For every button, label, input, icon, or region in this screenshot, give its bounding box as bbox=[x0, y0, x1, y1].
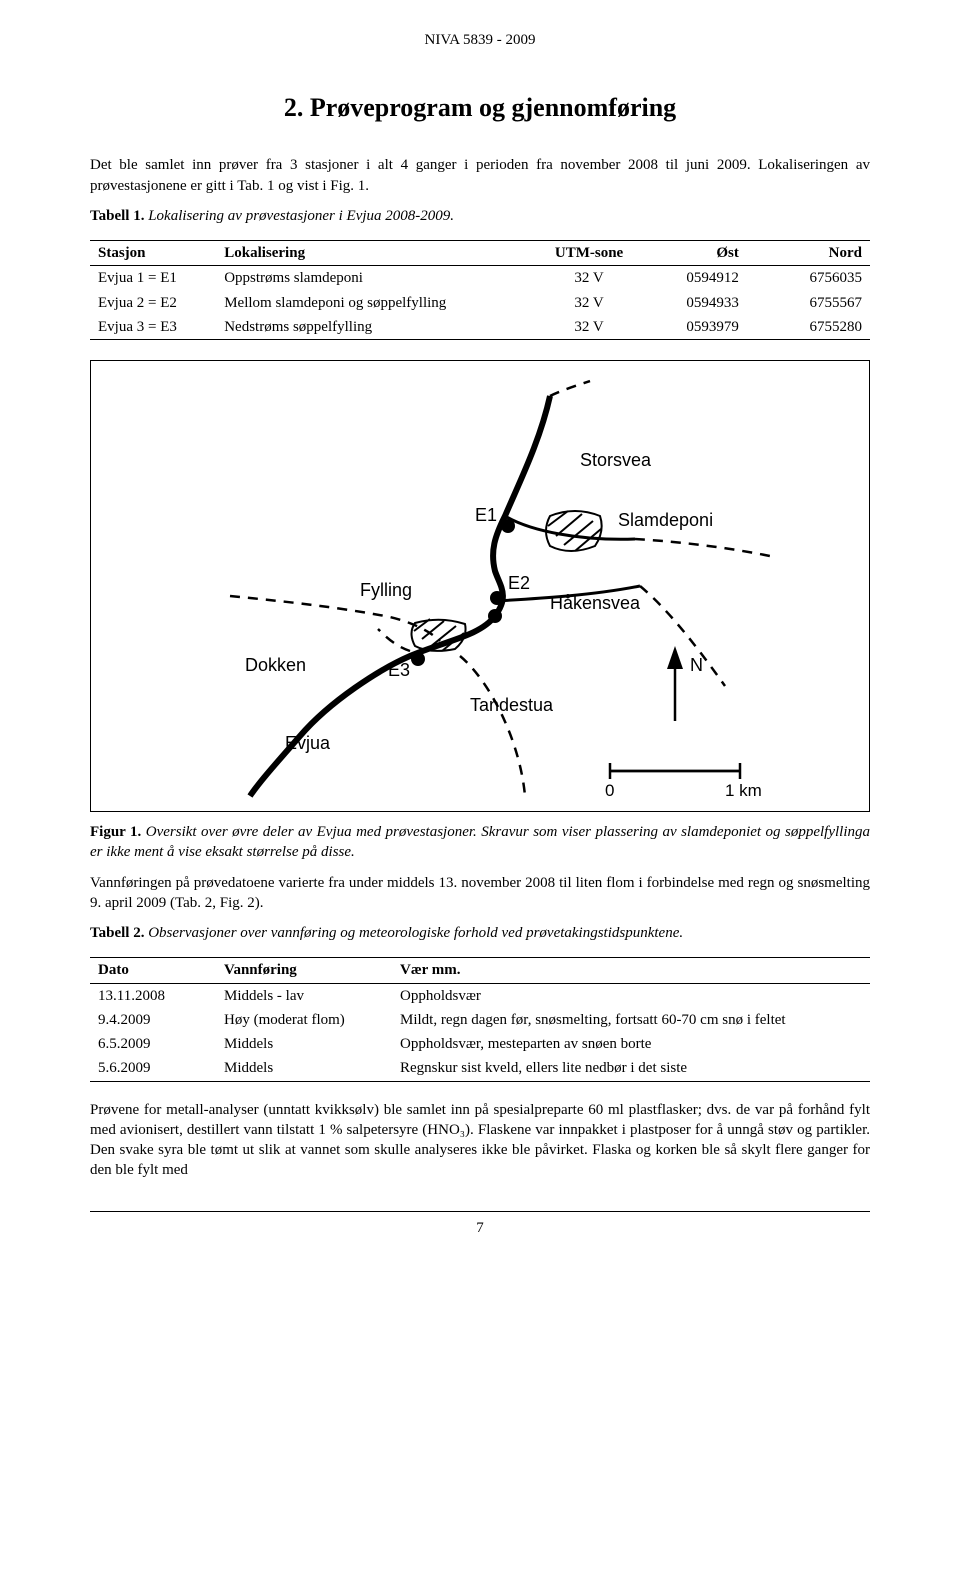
table-row: 5.6.2009 Middels Regnskur sist kveld, el… bbox=[90, 1056, 870, 1081]
table1-h4: Øst bbox=[645, 241, 779, 266]
table-row: Evjua 3 = E3 Nedstrøms søppelfylling 32 … bbox=[90, 315, 870, 340]
table1: Stasjon Lokalisering UTM-sone Øst Nord E… bbox=[90, 240, 870, 340]
map-label-e3: E3 bbox=[388, 660, 410, 680]
table2: Dato Vannføring Vær mm. 13.11.2008 Midde… bbox=[90, 957, 870, 1081]
map-label-fylling: Fylling bbox=[360, 580, 412, 600]
table1-h5: Nord bbox=[779, 241, 870, 266]
paragraph-3: Prøvene for metall-analyser (unntatt kvi… bbox=[90, 1100, 870, 1181]
figure1-caption: Figur 1. Oversikt over øvre deler av Evj… bbox=[90, 822, 870, 863]
map-label-north: N bbox=[690, 655, 703, 675]
page-number: 7 bbox=[90, 1218, 870, 1238]
map-scale-1: 1 km bbox=[725, 781, 762, 800]
table1-h1: Stasjon bbox=[90, 241, 216, 266]
map-label-hakensvea: Håkensvea bbox=[550, 593, 641, 613]
figure1-caption-text: Oversikt over øvre deler av Evjua med pr… bbox=[90, 824, 870, 860]
map-label-tandestua: Tandestua bbox=[470, 695, 554, 715]
paragraph-2: Vannføringen på prøvedatoene varierte fr… bbox=[90, 873, 870, 914]
map-scale-0: 0 bbox=[605, 781, 614, 800]
footer-rule bbox=[90, 1211, 870, 1212]
table2-ca-text: Observasjoner over vannføring og meteoro… bbox=[148, 925, 683, 941]
table-row: Evjua 2 = E2 Mellom slamdeponi og søppel… bbox=[90, 291, 870, 315]
table1-h3: UTM-sone bbox=[533, 241, 645, 266]
map-label-e1: E1 bbox=[475, 505, 497, 525]
page-container: NIVA 5839 - 2009 2. Prøveprogram og gjen… bbox=[0, 0, 960, 1278]
map-label-e2: E2 bbox=[508, 573, 530, 593]
table2-caption-lead: Tabell 2. bbox=[90, 925, 144, 941]
table1-h2: Lokalisering bbox=[216, 241, 533, 266]
table1-caption-lead: Tabell 1. bbox=[90, 208, 144, 224]
table2-caption: Tabell 2. Observasjoner over vannføring … bbox=[90, 923, 870, 943]
table1-caption-text: Lokalisering av prøvestasjoner i Evjua 2… bbox=[148, 208, 454, 224]
figure1-map: Storsvea E1 Slamdeponi Fylling E2 Håkens… bbox=[130, 371, 830, 801]
figure1-caption-lead: Figur 1. bbox=[90, 824, 141, 840]
table-row: Evjua 1 = E1 Oppstrøms slamdeponi 32 V 0… bbox=[90, 266, 870, 291]
table-row: 13.11.2008 Middels - lav Oppholdsvær bbox=[90, 983, 870, 1008]
intro-paragraph: Det ble samlet inn prøver fra 3 stasjone… bbox=[90, 155, 870, 196]
figure1-container: Storsvea E1 Slamdeponi Fylling E2 Håkens… bbox=[90, 360, 870, 812]
map-label-evjua: Evjua bbox=[285, 733, 331, 753]
table2-header-row: Dato Vannføring Vær mm. bbox=[90, 958, 870, 983]
section-title: 2. Prøveprogram og gjennomføring bbox=[90, 90, 870, 125]
table-row: 6.5.2009 Middels Oppholdsvær, mesteparte… bbox=[90, 1032, 870, 1056]
map-label-dokken: Dokken bbox=[245, 655, 306, 675]
report-header: NIVA 5839 - 2009 bbox=[90, 30, 870, 50]
map-label-storsvea: Storsvea bbox=[580, 450, 652, 470]
table1-header-row: Stasjon Lokalisering UTM-sone Øst Nord bbox=[90, 241, 870, 266]
map-label-slamdeponi: Slamdeponi bbox=[618, 510, 713, 530]
table-row: 9.4.2009 Høy (moderat flom) Mildt, regn … bbox=[90, 1008, 870, 1032]
table1-caption: Tabell 1. Lokalisering av prøvestasjoner… bbox=[90, 206, 870, 226]
